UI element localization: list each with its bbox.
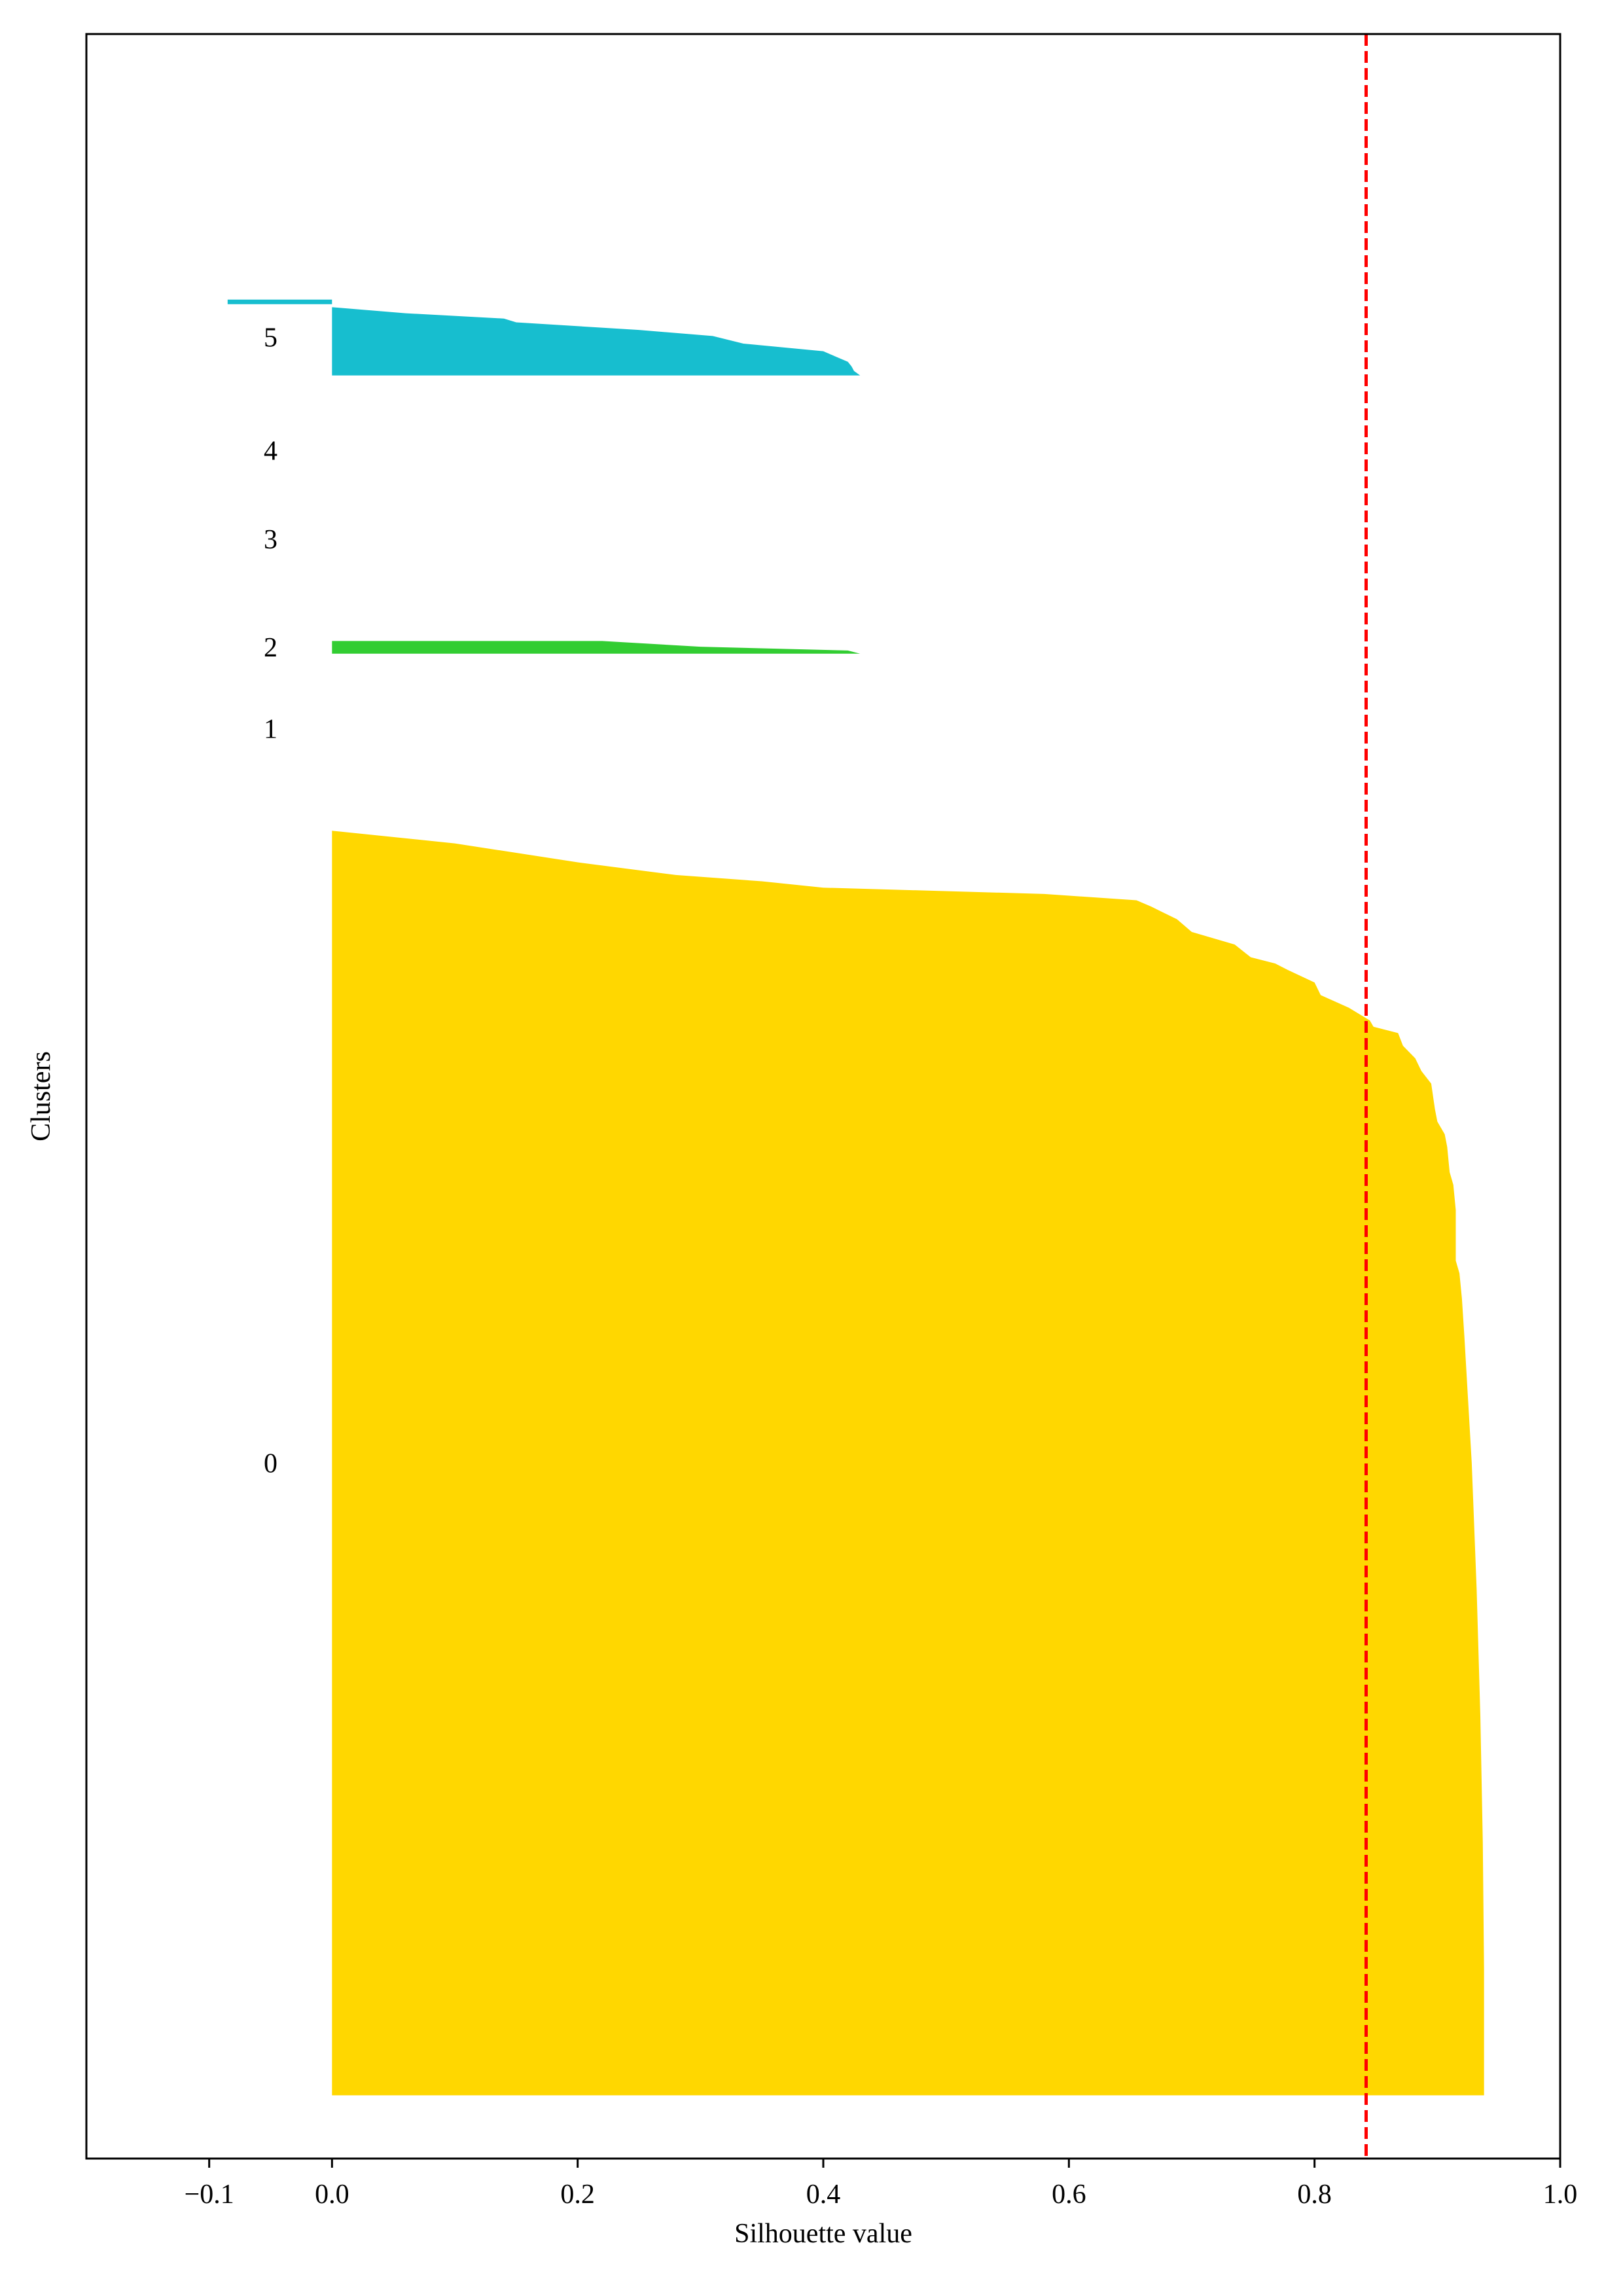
cluster-label-4: 4 (264, 437, 277, 467)
cluster-label-layer: 0 1 2 3 4 5 (264, 323, 277, 1479)
x-tick-label: 0.8 (1297, 2179, 1332, 2210)
plot-layer (227, 299, 1484, 2096)
x-tick-label: 1.0 (1543, 2179, 1578, 2210)
cluster-5-silhouette-area (227, 299, 861, 376)
x-tick-label: 0.6 (1052, 2179, 1086, 2210)
x-tick-label: 0.2 (560, 2179, 595, 2210)
cluster-label-1: 1 (264, 715, 277, 745)
cluster-label-3: 3 (264, 525, 277, 555)
x-tick-layer: −0.1 0.0 0.2 0.4 0.6 0.8 1.0 (185, 2159, 1578, 2210)
cluster-label-5: 5 (264, 323, 277, 353)
y-axis-label: Clusters (26, 1051, 56, 1141)
x-tick-label: −0.1 (185, 2179, 234, 2210)
x-tick-label: 0.4 (806, 2179, 841, 2210)
cluster-label-0: 0 (264, 1448, 277, 1479)
cluster-2-silhouette-area (332, 641, 861, 654)
plot-frame (85, 33, 1561, 2160)
cluster-0-silhouette-area (332, 831, 1484, 2096)
x-tick-label: 0.0 (315, 2179, 349, 2210)
x-axis-label: Silhouette value (734, 2219, 912, 2249)
cluster-label-2: 2 (264, 633, 277, 663)
